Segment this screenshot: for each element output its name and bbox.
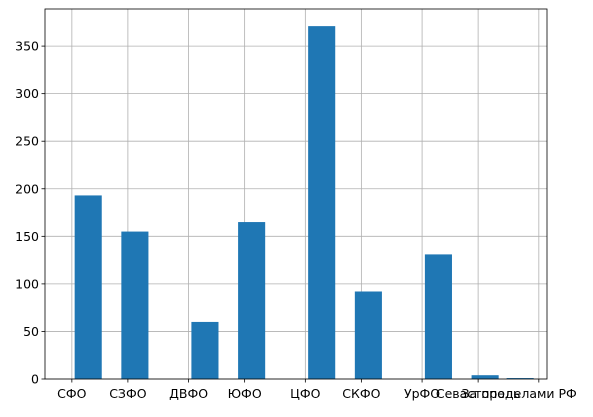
bar-9: [506, 378, 534, 379]
y-tick-label: 50: [23, 324, 39, 339]
bar-3: [191, 321, 219, 379]
x-tick-label: ДВФО: [169, 386, 208, 401]
x-tick-label: За пределами РФ: [462, 386, 577, 401]
x-tick-label: ЦФО: [290, 386, 320, 401]
x-tick-label: СКФО: [342, 386, 380, 401]
y-axis: 0 50 100 150 200 250 300 350: [15, 39, 45, 387]
y-tick-label: 250: [15, 134, 39, 149]
x-tick-label: Севастополь: [436, 386, 520, 401]
y-tick-label: 350: [15, 39, 39, 54]
x-tick-label: СЗФО: [109, 386, 147, 401]
grid: [45, 9, 547, 380]
y-tick-label: 200: [15, 181, 39, 196]
y-tick-label: 300: [15, 86, 39, 101]
bar-8: [471, 375, 499, 379]
bar-5: [308, 26, 336, 380]
bar-2: [121, 231, 149, 379]
x-tick-label: ЮФО: [228, 386, 262, 401]
y-tick-label: 150: [15, 229, 39, 244]
plot-frame: [44, 8, 548, 380]
bar-4: [238, 222, 266, 379]
y-tick-label: 100: [15, 276, 39, 291]
bars: [74, 26, 534, 380]
bar-7: [424, 254, 452, 379]
bar-1: [74, 195, 102, 379]
x-tick-label: УрФО: [404, 386, 440, 401]
y-tick-label: 0: [31, 372, 39, 387]
bar-6: [354, 291, 382, 379]
x-tick-label: СФО: [57, 386, 86, 401]
